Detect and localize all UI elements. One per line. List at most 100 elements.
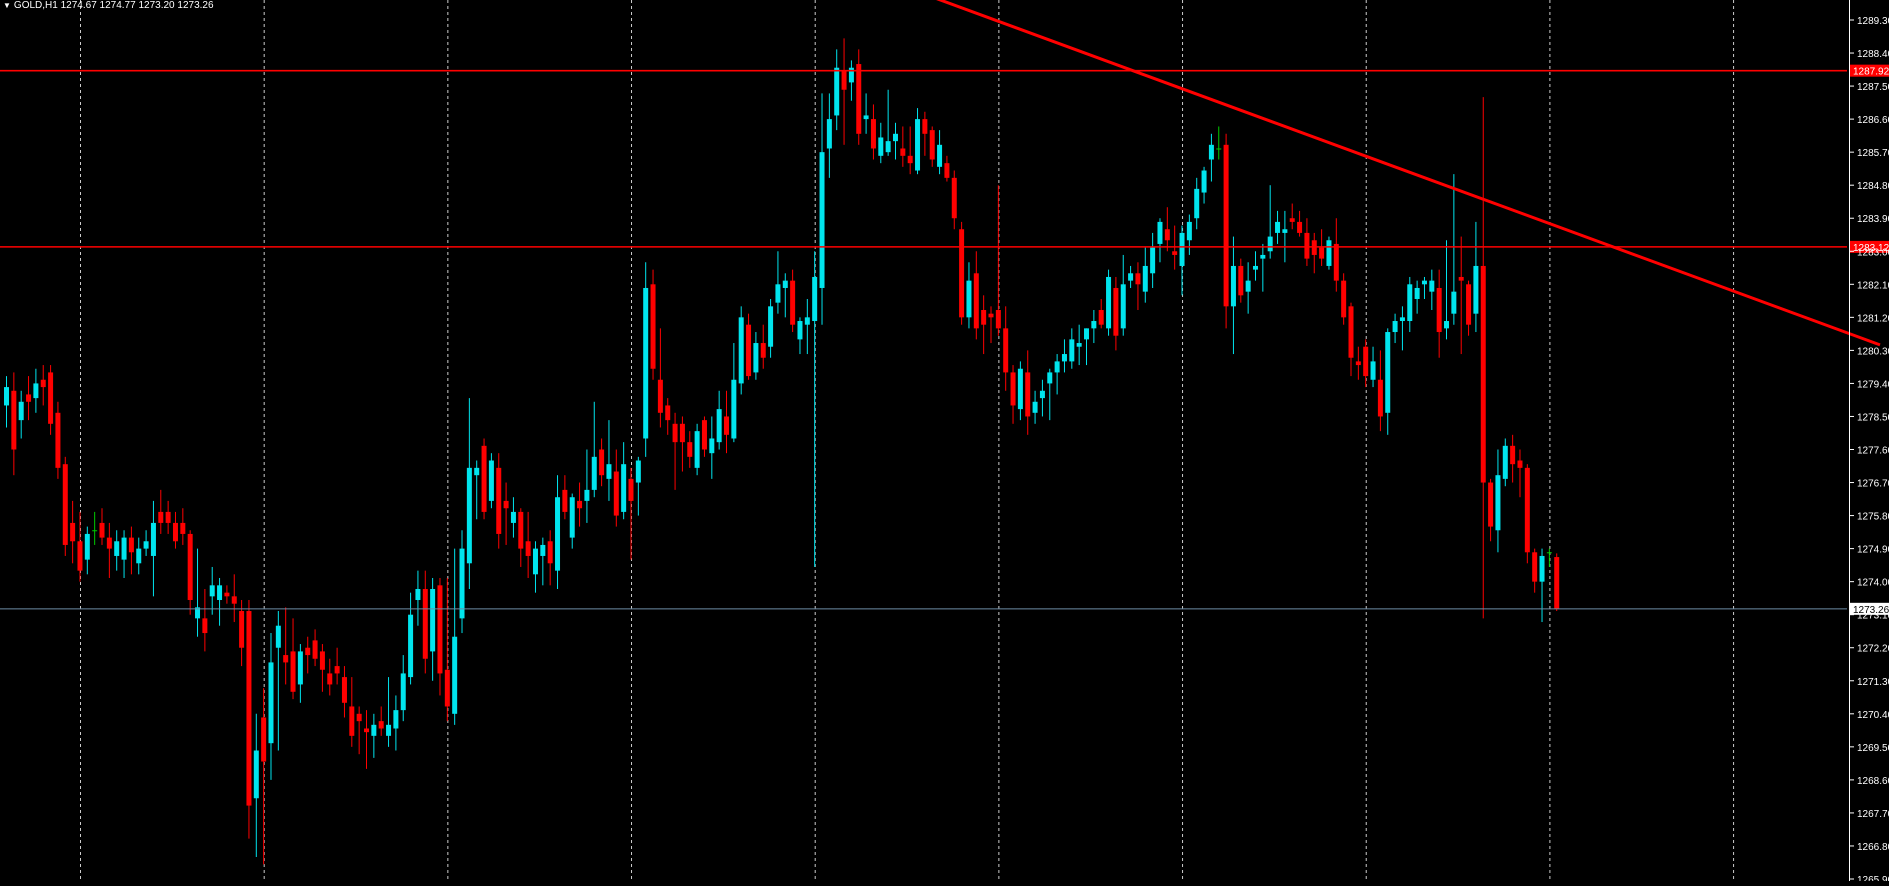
candle [974,251,979,339]
candle [246,600,251,839]
candle-body [1451,292,1456,314]
candle-body [864,115,869,119]
candle [680,416,685,471]
candle [1503,438,1508,486]
candle [937,130,942,174]
candle [1099,299,1104,328]
price-tick-label: 1271.30 [1857,677,1889,688]
candle [1488,479,1493,541]
candle [1135,262,1140,310]
candle [1084,328,1089,365]
candle [717,391,722,450]
candle-body [952,178,957,218]
candle-body [797,321,802,339]
candle [268,633,273,780]
candle [1422,277,1427,299]
candle-body [364,728,369,732]
candle-body [592,457,597,490]
candle-body [731,380,736,439]
candle [261,688,266,864]
candle-body [900,148,905,155]
candle-body [834,68,839,116]
candle-body [100,523,105,538]
candle [1466,281,1471,336]
candle-body [548,541,553,563]
candle [562,475,567,519]
candle [988,306,993,343]
triangle-down-icon[interactable]: ▼ [3,1,11,10]
candle-body [1473,266,1478,314]
candle [1510,435,1515,483]
candle-body [26,394,31,401]
candle [775,251,780,313]
candle-body [239,611,244,648]
candle [1356,347,1361,380]
candle [408,593,413,685]
candle-body [1113,288,1118,336]
candle-body [386,725,391,736]
candle [224,585,229,603]
candle [452,549,457,725]
candle [1194,178,1199,229]
candle-body [1532,552,1537,581]
chart-header: ▼GOLD,H1 1274.67 1274.77 1273.20 1273.26 [3,0,214,11]
candle-body [533,549,538,575]
candle [1385,328,1390,434]
candle-body [1554,557,1559,609]
candle [19,391,24,439]
candle-body [107,538,112,549]
candle [1165,207,1170,251]
candle-body [1246,281,1251,292]
candle-body [680,424,685,442]
candle-body [114,541,119,556]
candle-body [1356,361,1361,365]
candle-body [1165,229,1170,240]
candle-body [1135,273,1140,284]
candle-body [1400,317,1405,321]
candle [805,299,810,354]
candle-body [1378,380,1383,417]
candle-body [401,673,406,710]
candle-body [379,721,384,728]
price-tick-label: 1282.10 [1857,280,1889,291]
candle [1407,277,1412,332]
candle-body [1371,361,1376,379]
candle-body [489,461,494,501]
candle-body [930,130,935,159]
candle [489,453,494,508]
candle [217,578,222,626]
candle [85,527,90,575]
candle-body [827,119,832,148]
price-axis: 1289.301288.401287.501286.601285.701284.… [1850,0,1889,881]
candle-body [702,420,707,449]
candle-body [496,468,501,534]
candle [1275,211,1280,244]
chart-symbol-ohlc: GOLD,H1 1274.67 1274.77 1273.20 1273.26 [14,0,214,11]
candle [959,222,964,325]
candle [1282,211,1287,262]
candle-body [1437,288,1442,332]
candle-body [761,343,766,358]
candle-body [452,637,457,714]
candle [129,527,134,575]
candle [1393,314,1398,343]
candle-body [717,409,722,442]
candle-body [1025,372,1030,416]
candle-body [724,416,729,434]
candle-body [886,141,891,152]
candle-body [342,677,347,703]
candle-body [144,541,149,548]
price-tick-label: 1285.70 [1857,148,1889,159]
candle-body [636,461,641,483]
candle-body [504,501,509,508]
candle [1047,369,1052,420]
candle-body [129,538,134,553]
candle [4,376,9,427]
candle [276,611,281,750]
candle-body [151,523,156,556]
candle-body [893,134,898,141]
candle-body [1275,222,1280,233]
candle-body [1349,306,1354,357]
